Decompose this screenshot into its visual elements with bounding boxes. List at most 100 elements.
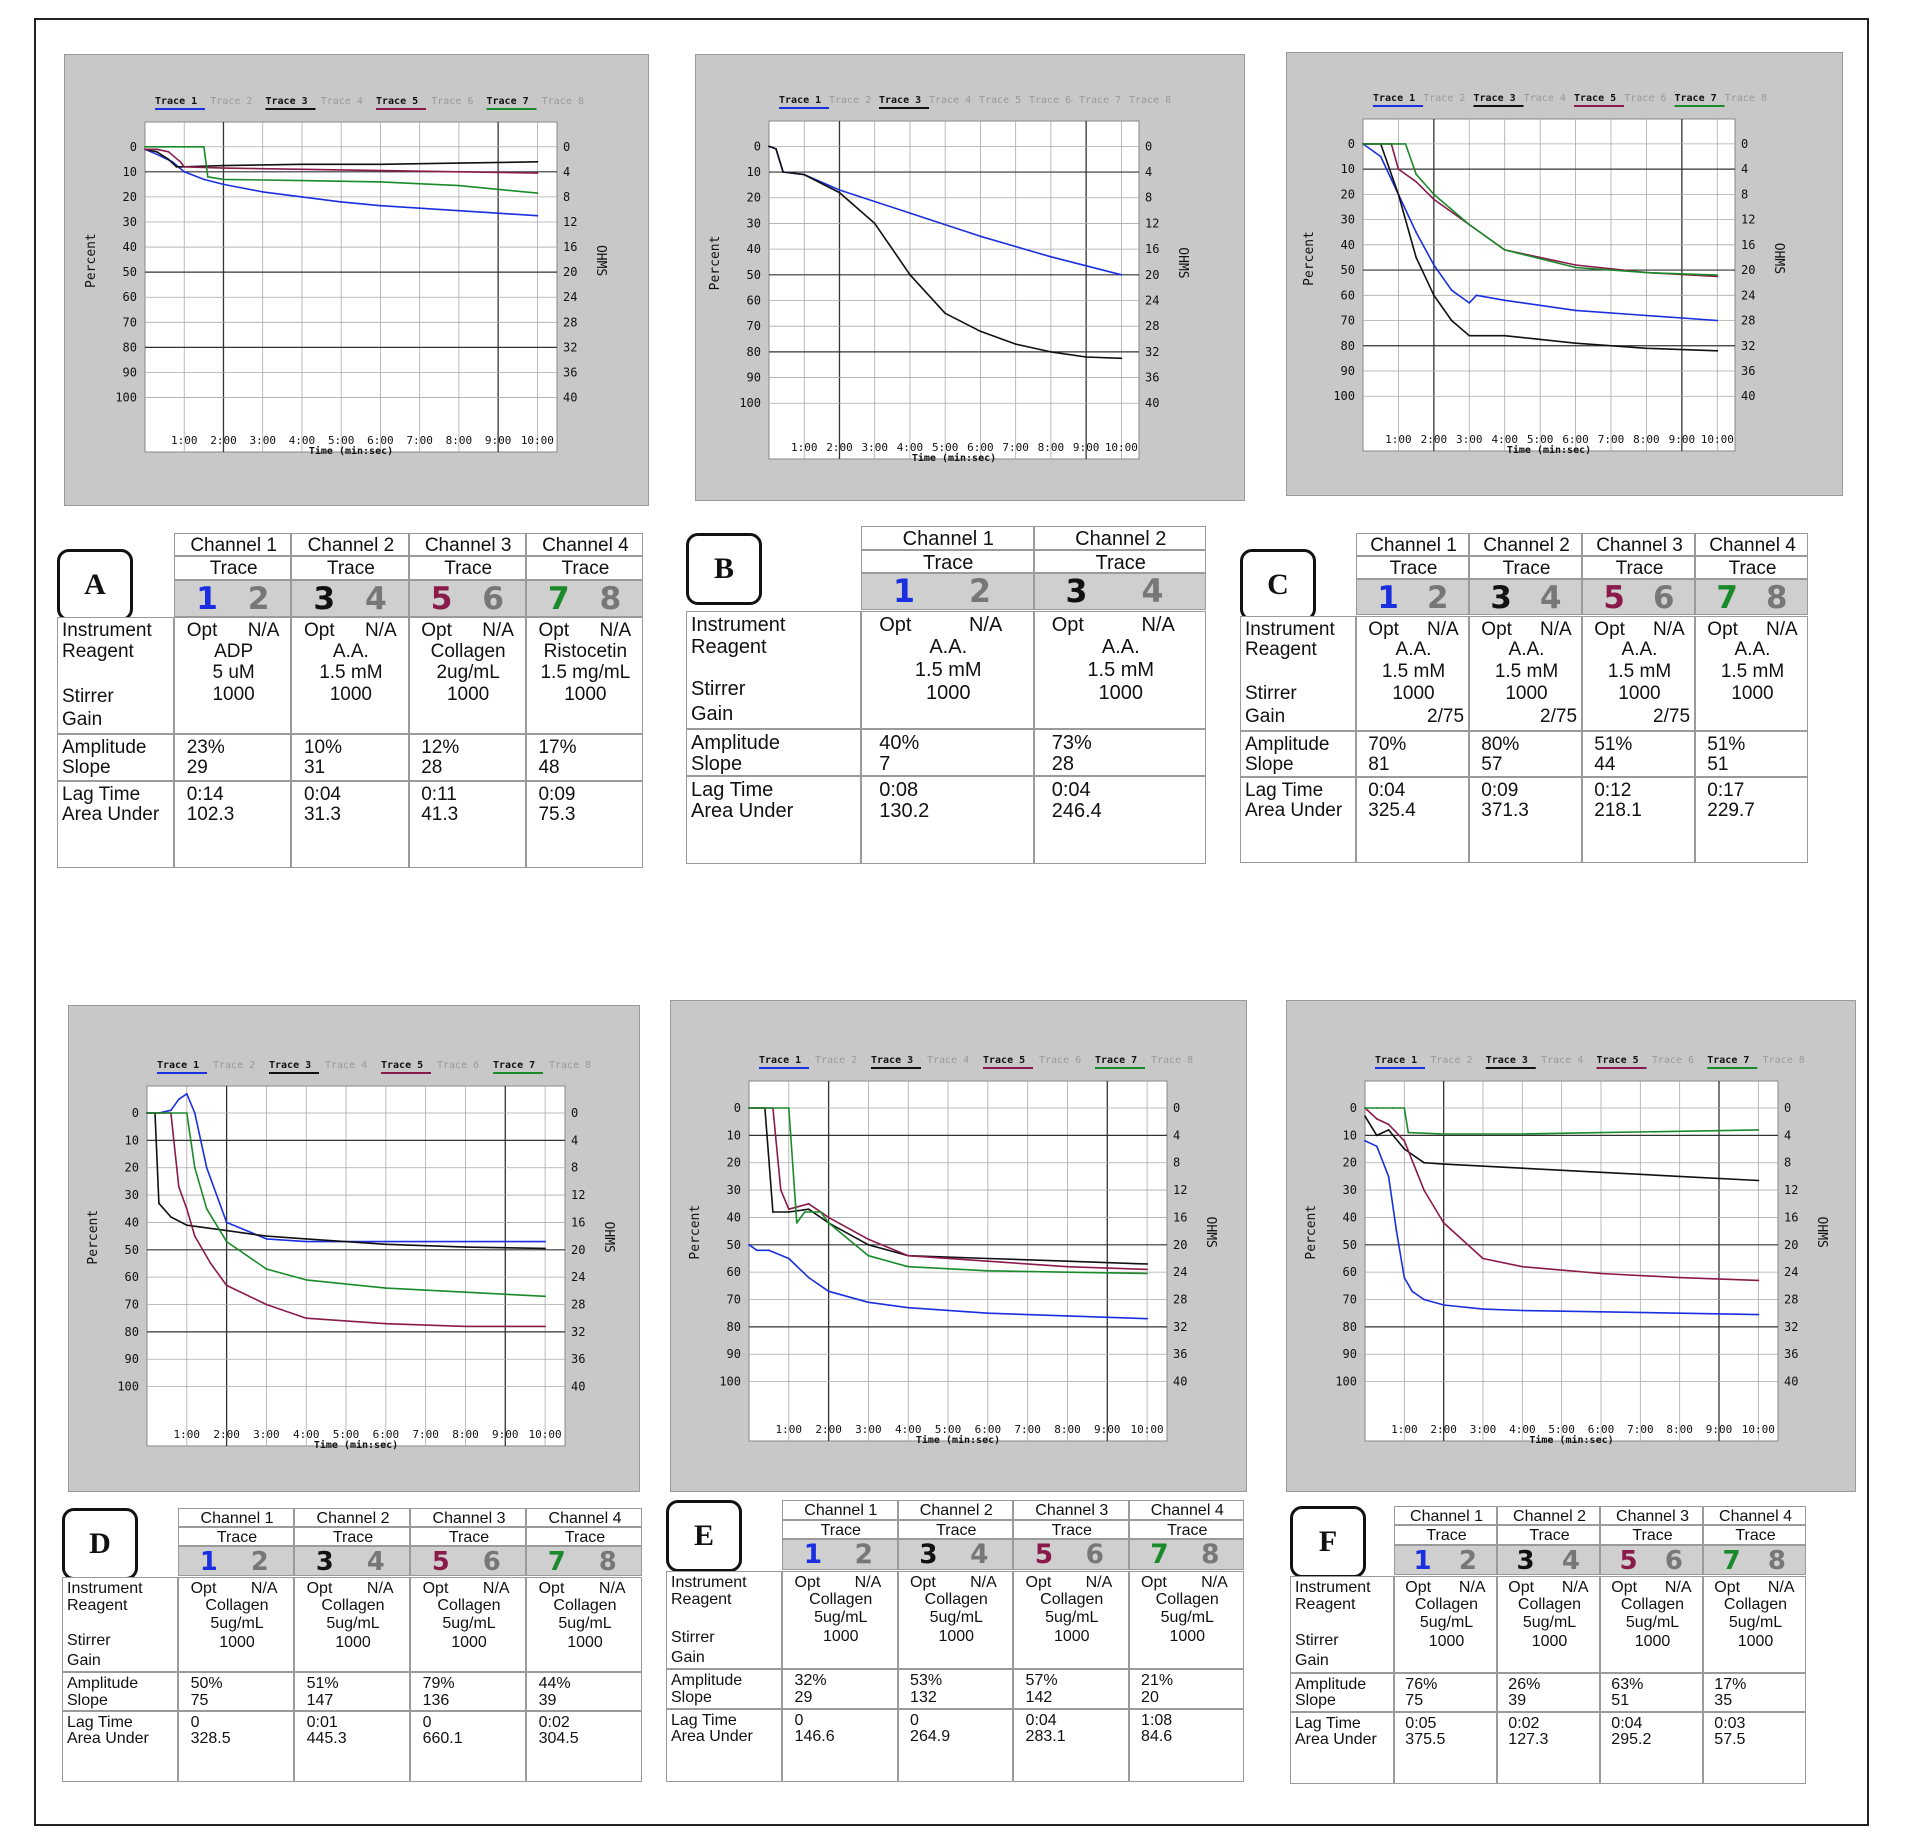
x-tick-label: 9:00 [1706,1423,1733,1436]
row-label-lag-time: Lag Time [62,783,141,805]
y-left-tick-label: 40 [727,1210,741,1224]
x-tick-label: 5:00 [932,441,959,454]
x-tick-label: 6:00 [373,1428,400,1441]
x-tick-label: 7:00 [412,1428,439,1441]
data-point [907,1254,910,1257]
x-tick-label: 10:00 [1105,441,1138,454]
x-tick-label: 5:00 [1527,433,1554,446]
x-tick-label: 2:00 [1421,433,1448,446]
y-right-tick-label: 32 [571,1325,585,1339]
plot-area [748,1080,1168,1442]
trace-digit-primary: 3 [315,1547,334,1578]
data-point [1403,1276,1406,1279]
data-point [1521,1309,1524,1312]
y-left-tick-label: 60 [123,290,137,304]
channel-name: Channel 3 [1616,1508,1689,1525]
data-point [193,1235,196,1238]
slope-value: 28 [421,756,443,778]
y-left-axis-label: Percent [708,236,723,291]
row-label-slope: Slope [1245,753,1294,775]
channel-header-cell: Channel 3 [1013,1500,1129,1520]
chart-panel-e: 0 10 20 30 40 50 60 70 80 90 100 0 4 8 12 16 20 24 28 32 36 4… [670,1000,1247,1492]
reagent-concentration: 5ug/mL [326,1615,380,1633]
row-label-cell: Amplitude Slope [1240,731,1356,778]
series-line-trace-7 [147,1112,546,1298]
y-left-tick-label: 10 [727,1128,741,1142]
data-point [779,1189,782,1191]
row-label-slope: Slope [1295,1692,1336,1710]
channel-timing-cell: 0:17 229.7 [1695,777,1808,863]
data-point [827,1290,830,1293]
legend-entry: Trace 4 [1541,1055,1583,1066]
legend-entry: Trace 6 [1029,95,1071,106]
instrument-value: Opt [421,619,452,641]
legend-entry: Trace 5 [979,95,1021,106]
channel-settings-cell: Opt N/A Collagen 5ug/mL 1000 [1128,1570,1244,1670]
y-left-tick-label: 0 [734,1101,741,1115]
row-label-lag-time: Lag Time [691,779,774,802]
data-point [1014,343,1017,346]
reagent-name: A.A. [1395,639,1432,661]
data-point [1645,271,1648,274]
data-point [979,235,982,238]
instrument-value: N/A [1664,1578,1692,1596]
data-point [458,162,460,164]
reagent-name: Collagen [924,1590,988,1608]
data-point [158,1202,160,1205]
data-point [1403,1139,1406,1142]
data-point [155,148,158,151]
y-right-tick-label: 28 [1145,319,1159,333]
x-tick-label: 1:00 [1385,433,1412,446]
x-tick-label: 10:00 [1742,1423,1775,1436]
data-point [986,1269,989,1272]
channel-settings-cell: Opt N/A Collagen 5ug/mL 1000 [1600,1575,1703,1673]
trace-header: Trace [564,1529,606,1547]
data-point [1600,1131,1602,1134]
legend-entry: Trace 5 [381,1060,423,1071]
data-table-d: Instrument Reagent Stirrer Gain Amplitude Slo… [62,1508,642,1782]
data-point [144,148,146,151]
data-point [1716,349,1719,352]
legend-entry: Trace 4 [1524,93,1566,104]
y-right-tick-label: 36 [1741,364,1755,378]
y-left-tick-label: 100 [117,1380,139,1394]
row-label-lag-time: Lag Time [67,1713,133,1731]
data-point [1146,1272,1148,1275]
x-tick-label: 6:00 [1588,1423,1615,1436]
instrument-value: N/A [1540,618,1572,640]
stirrer-value: 1000 [567,1633,603,1651]
x-tick-label: 9:00 [1073,441,1100,454]
slope-value: 48 [538,756,560,778]
x-tick-label: 8:00 [1054,1423,1081,1436]
trace-digit-secondary: 8 [598,1547,617,1578]
y-left-tick-label: 50 [1343,1238,1357,1252]
data-point [544,1325,546,1328]
data-point [1404,143,1407,145]
row-label-cell: Instrument Reagent Stirrer Gain [666,1570,782,1670]
data-point [787,1211,790,1213]
trace-header: Trace [1502,558,1551,580]
y-right-tick-label: 40 [563,391,577,405]
reagent-name: Collagen [809,1590,873,1608]
x-tick-label: 7:00 [1627,1423,1654,1436]
reagent-concentration: 5ug/mL [1522,1614,1577,1632]
y-left-tick-label: 50 [123,265,137,279]
trace-digit-secondary: 2 [1458,1545,1477,1576]
y-right-axis-label: OHMS [601,1222,616,1253]
reagent-concentration: 5ug/mL [929,1609,983,1627]
data-point [1364,1139,1366,1142]
y-left-tick-label: 60 [1341,288,1355,302]
legend-entry: Trace 3 [871,1055,913,1066]
trace-header-cell: Trace [408,556,526,580]
channel-settings-cell: Opt N/A Collagen 5ug/mL 1000 [294,1576,410,1673]
y-right-tick-label: 24 [1145,293,1159,307]
y-right-tick-label: 16 [1784,1210,1798,1224]
data-point [1375,1107,1378,1109]
y-left-tick-label: 90 [747,371,761,385]
instrument-value: Opt [879,613,912,636]
data-point [265,1237,268,1240]
row-label-reagent: Reagent [1245,639,1317,661]
